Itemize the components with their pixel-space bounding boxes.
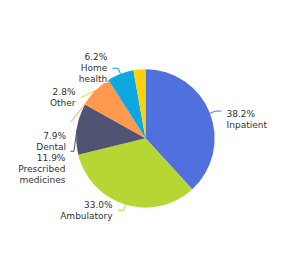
svg-text:7.9%: 7.9% — [43, 131, 66, 141]
svg-text:health: health — [79, 74, 108, 84]
svg-text:Prescribed: Prescribed — [18, 164, 65, 174]
svg-text:2.8%: 2.8% — [53, 87, 76, 97]
svg-text:33.0%: 33.0% — [84, 200, 113, 210]
svg-text:Dental: Dental — [36, 142, 66, 152]
svg-text:Home: Home — [81, 63, 108, 73]
svg-text:11.9%: 11.9% — [37, 153, 66, 163]
svg-text:Inpatient: Inpatient — [227, 120, 268, 130]
svg-text:Other: Other — [50, 98, 76, 108]
svg-text:medicines: medicines — [20, 175, 66, 185]
svg-text:6.2%: 6.2% — [84, 52, 107, 62]
svg-text:Ambulatory: Ambulatory — [60, 211, 113, 221]
svg-text:38.2%: 38.2% — [227, 109, 256, 119]
